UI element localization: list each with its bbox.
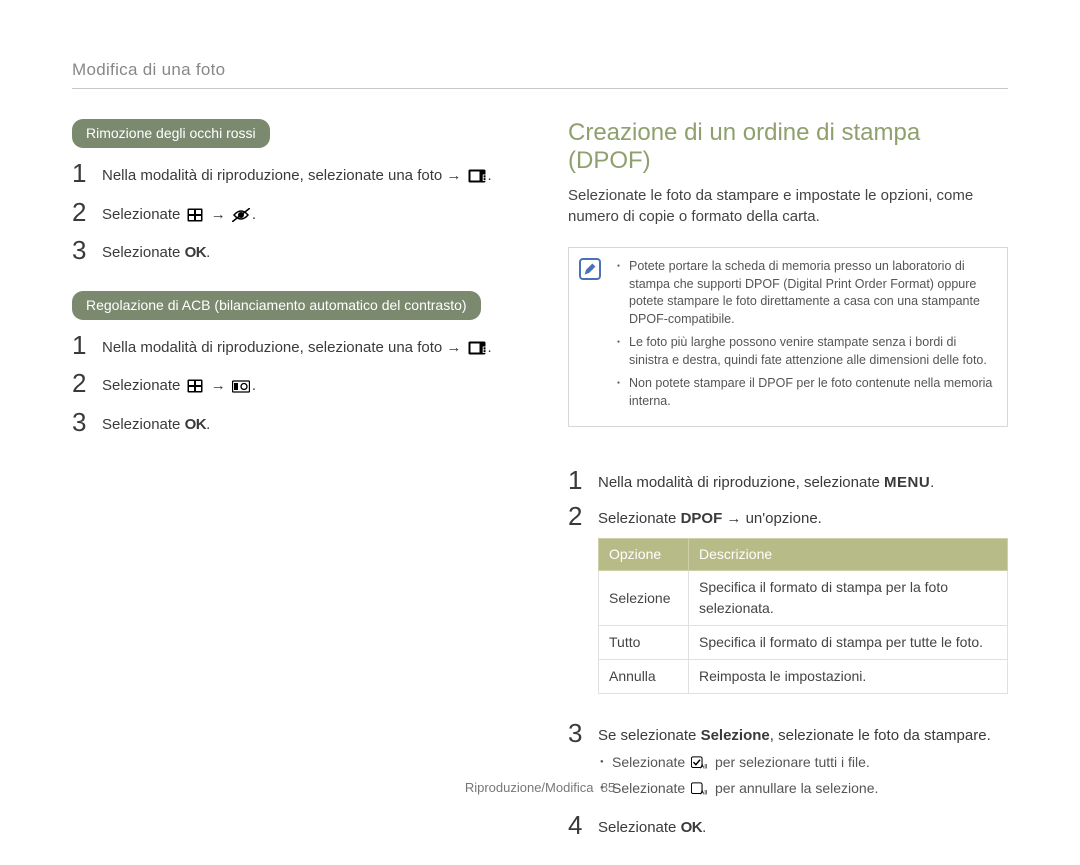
photo-edit-icon <box>468 168 486 191</box>
step-body: Selezionate → . <box>102 199 256 230</box>
grid-icon <box>187 207 205 230</box>
section-pill-acb: Regolazione di ACB (bilanciamento automa… <box>72 291 481 320</box>
table-cell: Annulla <box>599 660 689 694</box>
check-all-icon <box>691 755 709 776</box>
page-footer: Riproduzione/Modifica 85 <box>0 780 1080 795</box>
step-text: Nella modalità di riproduzione, selezion… <box>102 167 466 184</box>
section-pill-redeye: Rimozione degli occhi rossi <box>72 119 270 148</box>
table-cell: Selezione <box>599 571 689 626</box>
redeye-icon <box>232 207 250 230</box>
right-column: Creazione di un ordine di stampa (DPOF) … <box>568 119 1008 865</box>
step-suffix: . <box>206 416 210 433</box>
table-row: Annulla Reimposta le impostazioni. <box>599 660 1008 694</box>
table-cell: Reimposta le impostazioni. <box>689 660 1008 694</box>
arrow: → <box>211 206 230 223</box>
note-item: Le foto più larghe possono venire stampa… <box>617 334 995 369</box>
note-item: Potete portare la scheda di memoria pres… <box>617 258 995 328</box>
redeye-steps: 1 Nella modalità di riproduzione, selezi… <box>72 160 512 265</box>
step-text: Nella modalità di riproduzione, selezion… <box>102 339 466 356</box>
left-column: Rimozione degli occhi rossi 1 Nella moda… <box>72 119 512 865</box>
step-number: 4 <box>568 812 586 838</box>
step-body: Nella modalità di riproduzione, selezion… <box>598 467 934 495</box>
photo-edit-icon <box>468 340 486 363</box>
step-body: Selezionate → . <box>102 370 256 401</box>
step-suffix: . <box>930 474 934 491</box>
step-text: Se selezionate <box>598 727 701 744</box>
ok-label: OK <box>185 244 207 261</box>
step-number: 3 <box>72 237 90 263</box>
note-box: Potete portare la scheda di memoria pres… <box>568 247 1008 427</box>
section-intro: Selezionate le foto da stampare e impost… <box>568 185 1008 227</box>
step-body: Selezionate OK. <box>102 409 210 437</box>
step-text: → un'opzione. <box>722 510 822 527</box>
step-body: Selezionate OK. <box>598 812 706 840</box>
table-row: Selezione Specifica il formato di stampa… <box>599 571 1008 626</box>
step-body: Nella modalità di riproduzione, selezion… <box>102 332 492 363</box>
ok-label: OK <box>681 819 703 836</box>
step-text: Selezionate <box>102 206 185 223</box>
bullet-text: Selezionate <box>612 754 689 770</box>
section-heading-dpof: Creazione di un ordine di stampa (DPOF) <box>568 119 1008 175</box>
step-number: 3 <box>568 720 586 746</box>
table-cell: Specifica il formato di stampa per tutte… <box>689 626 1008 660</box>
step-body: Selezionate DPOF → un'opzione. Opzione D… <box>598 503 1008 713</box>
step-text: Nella modalità di riproduzione, selezion… <box>598 474 884 491</box>
sub-bullet: Selezionate per selezionare tutti i file… <box>598 752 991 776</box>
step-text: , selezionate le foto da stampare. <box>770 727 991 744</box>
step-number: 2 <box>72 370 90 396</box>
table-cell: Tutto <box>599 626 689 660</box>
step-number: 2 <box>72 199 90 225</box>
acb-icon <box>232 378 250 401</box>
dpof-options-table: Opzione Descrizione Selezione Specifica … <box>598 538 1008 694</box>
step-suffix: . <box>206 244 210 261</box>
step-number: 2 <box>568 503 586 529</box>
step-suffix: . <box>702 819 706 836</box>
step-number: 1 <box>72 160 90 186</box>
step-number: 1 <box>568 467 586 493</box>
bold-text: Selezione <box>701 727 770 744</box>
table-row: Tutto Specifica il formato di stampa per… <box>599 626 1008 660</box>
grid-icon <box>187 378 205 401</box>
bold-text: DPOF <box>681 510 723 527</box>
footer-page-number: 85 <box>601 780 615 795</box>
table-header: Descrizione <box>689 539 1008 571</box>
ok-label: OK <box>185 416 207 433</box>
step-body: Selezionate OK. <box>102 237 210 265</box>
note-item: Non potete stampare il DPOF per le foto … <box>617 375 995 410</box>
table-cell: Specifica il formato di stampa per la fo… <box>689 571 1008 626</box>
step-body: Nella modalità di riproduzione, selezion… <box>102 160 492 191</box>
breadcrumb: Modifica di una foto <box>72 60 1008 89</box>
step-text: Selezionate <box>598 510 681 527</box>
note-icon <box>579 258 601 280</box>
step-text: Selezionate <box>102 416 185 433</box>
step-text: Selezionate <box>598 819 681 836</box>
menu-label: MENU <box>884 474 930 491</box>
step-text: Selezionate <box>102 377 185 394</box>
step-text: Selezionate <box>102 244 185 261</box>
step-number: 3 <box>72 409 90 435</box>
bullet-text: per selezionare tutti i file. <box>715 754 870 770</box>
arrow: → <box>211 377 230 394</box>
step-number: 1 <box>72 332 90 358</box>
table-header: Opzione <box>599 539 689 571</box>
footer-section: Riproduzione/Modifica <box>465 780 594 795</box>
acb-steps: 1 Nella modalità di riproduzione, selezi… <box>72 332 512 437</box>
